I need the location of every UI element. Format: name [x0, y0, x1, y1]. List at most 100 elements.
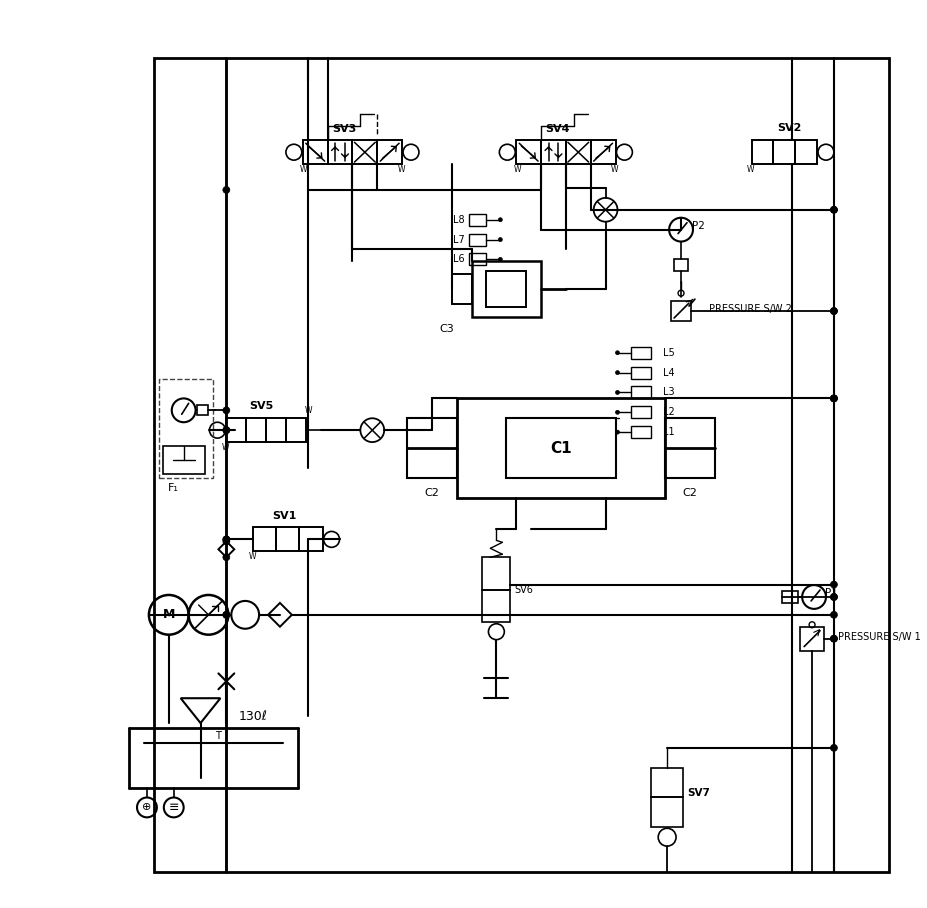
Bar	[226, 419, 246, 442]
Text: ≡: ≡	[169, 801, 179, 814]
Bar	[651, 797, 682, 827]
Text: W: W	[397, 164, 404, 173]
Circle shape	[222, 554, 230, 561]
Circle shape	[830, 745, 836, 751]
Text: M: M	[162, 608, 175, 621]
Circle shape	[615, 370, 619, 375]
Text: SV7: SV7	[686, 787, 709, 797]
Bar	[665, 419, 714, 478]
Bar	[482, 558, 510, 589]
Text: W: W	[610, 164, 617, 173]
Bar	[266, 419, 286, 442]
Circle shape	[830, 594, 836, 600]
Circle shape	[830, 636, 836, 642]
Text: L5: L5	[663, 348, 674, 358]
Text: W: W	[513, 164, 520, 173]
Text: W: W	[746, 164, 754, 173]
Text: SV2: SV2	[776, 123, 801, 133]
Circle shape	[830, 594, 836, 600]
Bar	[159, 379, 213, 478]
Circle shape	[498, 258, 502, 262]
Bar	[565, 141, 590, 164]
Circle shape	[498, 238, 502, 242]
Circle shape	[222, 427, 230, 434]
Bar	[799, 627, 823, 650]
Bar	[794, 141, 816, 164]
Circle shape	[498, 218, 502, 222]
Text: L6: L6	[452, 254, 464, 264]
Bar	[468, 233, 486, 245]
Bar	[468, 253, 486, 265]
Circle shape	[830, 308, 836, 314]
Circle shape	[222, 611, 230, 618]
Text: SV1: SV1	[273, 510, 297, 520]
Bar	[630, 347, 651, 359]
Text: W: W	[299, 164, 307, 173]
Circle shape	[615, 350, 619, 355]
Text: PRESSURE S/W 2: PRESSURE S/W 2	[708, 304, 791, 314]
Bar	[482, 589, 510, 622]
Circle shape	[615, 410, 619, 414]
Bar	[377, 141, 401, 164]
Circle shape	[222, 427, 230, 434]
Circle shape	[222, 407, 230, 414]
Bar	[197, 405, 209, 415]
Bar	[751, 141, 772, 164]
Text: P1: P1	[825, 588, 837, 598]
Bar	[154, 58, 887, 872]
Text: W: W	[305, 406, 312, 415]
Circle shape	[222, 536, 230, 543]
Bar	[407, 419, 456, 478]
Bar	[673, 260, 687, 271]
Bar	[772, 141, 794, 164]
Text: L7: L7	[452, 234, 464, 244]
Bar	[162, 446, 204, 474]
Text: W: W	[222, 442, 229, 451]
Text: C2: C2	[681, 488, 697, 498]
Circle shape	[830, 395, 836, 402]
Circle shape	[830, 308, 836, 314]
Circle shape	[830, 206, 836, 213]
Text: SV3: SV3	[332, 124, 356, 134]
Bar	[630, 387, 651, 399]
Text: ⊕: ⊕	[142, 803, 151, 813]
Bar	[276, 528, 299, 551]
Text: SV6: SV6	[514, 585, 532, 595]
Circle shape	[615, 390, 619, 394]
Text: C1: C1	[550, 440, 571, 456]
Circle shape	[222, 536, 230, 543]
Text: L4: L4	[663, 368, 674, 378]
Bar	[246, 419, 266, 442]
Bar	[630, 426, 651, 439]
Text: W: W	[248, 552, 256, 561]
Bar	[515, 141, 540, 164]
Text: C2: C2	[424, 488, 438, 498]
Text: L1: L1	[663, 427, 674, 437]
Text: F₁: F₁	[168, 483, 179, 493]
Bar	[651, 767, 682, 797]
Circle shape	[830, 581, 836, 588]
Text: L2: L2	[663, 408, 674, 418]
Circle shape	[222, 186, 230, 193]
Bar	[468, 213, 486, 226]
Text: 130ℓ: 130ℓ	[238, 709, 267, 723]
Bar	[451, 274, 471, 304]
Text: P2: P2	[692, 221, 705, 231]
Bar	[299, 528, 323, 551]
Bar	[630, 407, 651, 419]
Bar	[506, 419, 615, 478]
Circle shape	[222, 611, 230, 618]
Bar	[286, 419, 305, 442]
Text: SV5: SV5	[248, 401, 273, 411]
Bar	[670, 301, 691, 321]
Bar	[302, 141, 327, 164]
Circle shape	[830, 395, 836, 402]
Text: T: T	[215, 731, 222, 741]
Bar	[781, 591, 797, 603]
Circle shape	[830, 636, 836, 642]
Bar	[471, 262, 540, 317]
Text: L8: L8	[452, 214, 464, 224]
Text: L3: L3	[663, 388, 674, 398]
Bar	[540, 141, 565, 164]
Bar	[253, 528, 276, 551]
